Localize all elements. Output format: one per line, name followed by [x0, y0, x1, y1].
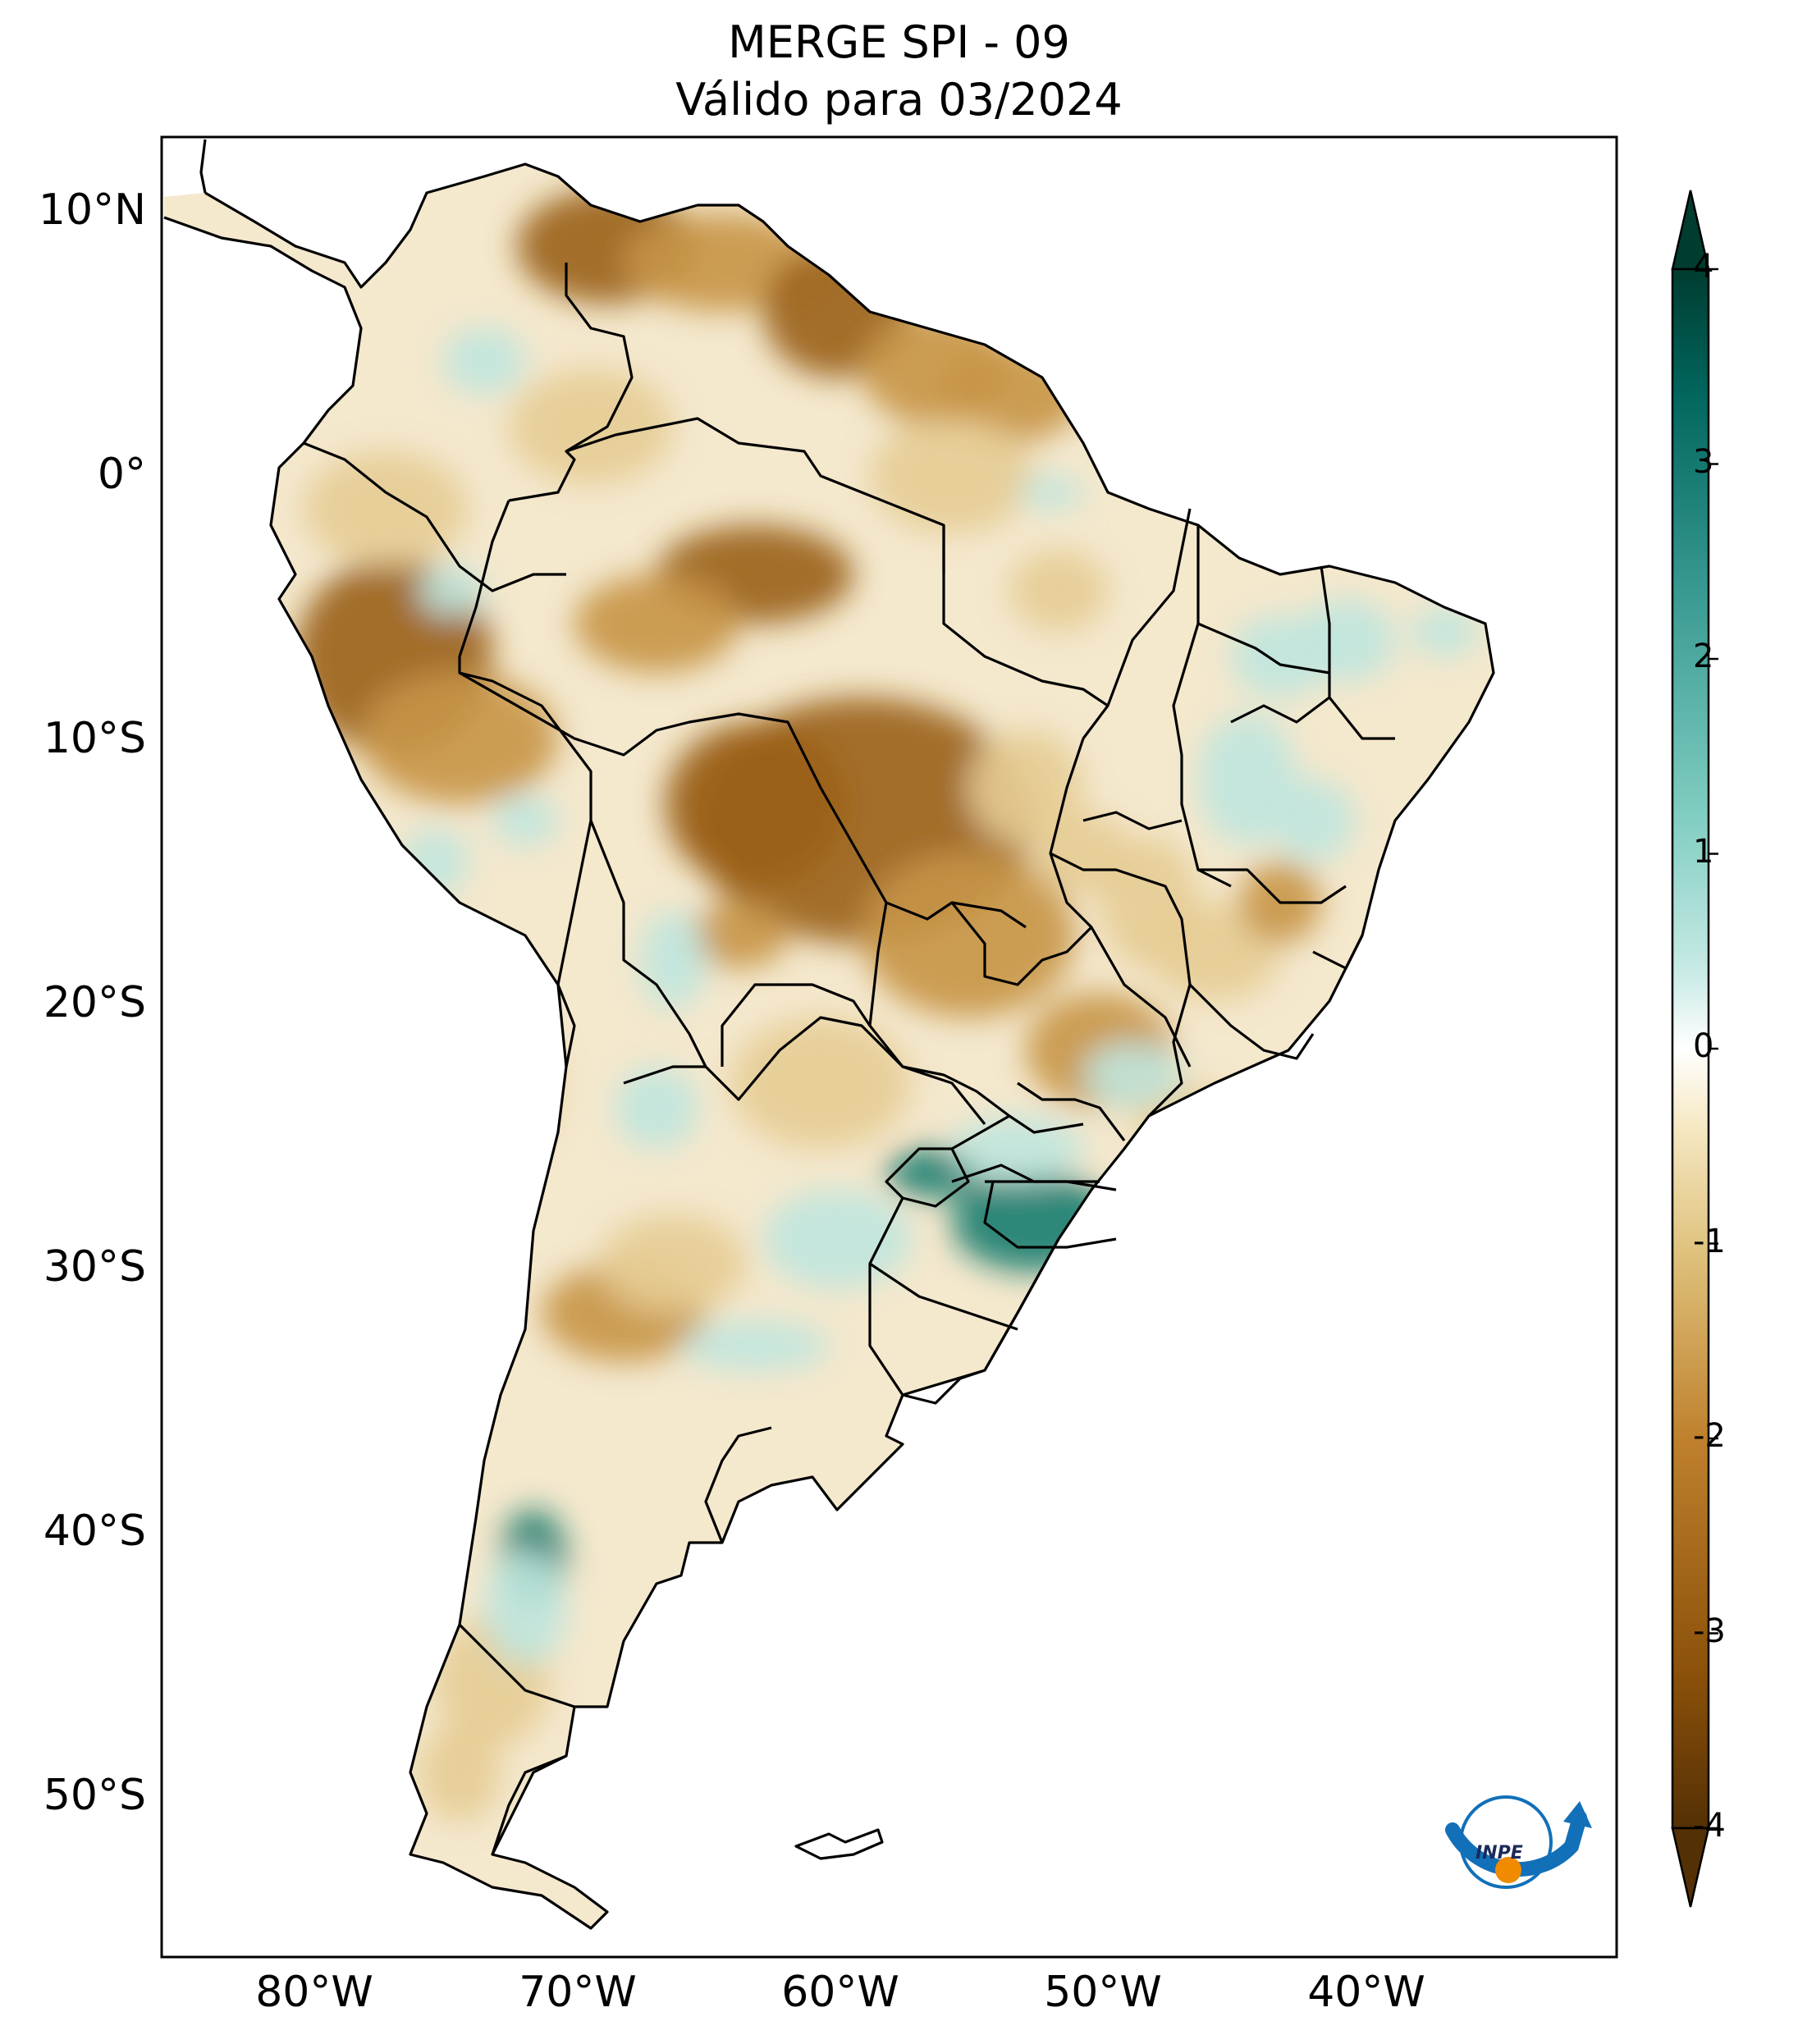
spi-anomaly-patch — [730, 1017, 911, 1149]
lon-label-40w: 40°W — [1307, 1968, 1425, 2017]
spi-anomaly-patch — [1018, 476, 1083, 509]
spi-anomaly-patch — [304, 451, 468, 566]
spi-anomaly-patch — [870, 418, 1034, 533]
lat-label-20s: 20°S — [43, 978, 146, 1027]
lat-label-40s: 40°S — [43, 1507, 146, 1556]
lat-label-50s: 50°S — [43, 1771, 146, 1820]
spi-anomaly-patch — [952, 1116, 1083, 1182]
colorbar-gradient — [1671, 268, 1710, 1830]
spi-anomaly-patch — [1034, 812, 1132, 894]
map-title: MERGE SPI - 09 — [728, 16, 1070, 68]
spi-anomaly-patch — [1083, 1042, 1182, 1108]
spi-anomaly-patch — [689, 903, 788, 968]
spi-anomaly-patch — [681, 1321, 829, 1370]
colorbar-tick-label: 2 — [1693, 638, 1714, 675]
spi-anomaly-patch — [1411, 607, 1477, 656]
spi-anomaly-patch — [419, 1723, 501, 1822]
inpe-logo-text: INPE — [1475, 1843, 1523, 1863]
spi-anomaly-patch — [599, 1214, 747, 1313]
lon-label-50w: 50°W — [1044, 1968, 1162, 2017]
colorbar-tick-label: -1 — [1693, 1222, 1726, 1260]
spi-anomaly-patch — [615, 1067, 698, 1149]
lat-label-30s: 30°S — [43, 1242, 146, 1292]
spi-anomaly-patch — [968, 730, 1083, 845]
colorbar-tick-label: -4 — [1693, 1807, 1726, 1845]
colorbar-tick-label: -3 — [1693, 1612, 1726, 1650]
spi-anomaly-patch — [763, 1190, 911, 1288]
colorbar-tick-label: -2 — [1693, 1417, 1726, 1455]
spi-anomaly-patch — [509, 369, 673, 484]
spi-anomaly-patch — [1272, 780, 1354, 862]
colorbar — [1671, 190, 1718, 1908]
spi-anomaly-patch — [484, 1551, 566, 1666]
coastlines-and-borders — [163, 139, 1495, 1930]
colorbar-tick-label: 0 — [1693, 1027, 1714, 1065]
spi-anomaly-patch — [361, 673, 558, 804]
colorbar-extend-bottom — [1671, 1827, 1710, 1908]
spi-anomaly-patch — [574, 574, 739, 673]
spi-anomaly-patch — [862, 853, 1075, 1017]
spi-anomaly-patch — [665, 722, 845, 886]
colorbar-tick-label: 4 — [1693, 248, 1714, 286]
spi-anomaly-patch — [443, 328, 525, 394]
lon-label-80w: 80°W — [255, 1968, 373, 2017]
lat-label-0: 0° — [97, 450, 146, 499]
spi-anomaly-patch — [492, 796, 558, 845]
spi-anomaly-patch — [1009, 550, 1108, 632]
lat-label-10n: 10°N — [38, 185, 146, 235]
colorbar-tick-label: 1 — [1693, 832, 1714, 871]
map-subtitle: Válido para 03/2024 — [675, 74, 1123, 126]
spi-anomaly-patch — [640, 911, 706, 1009]
colorbar-tick-label: 3 — [1693, 442, 1714, 481]
spi-anomaly-patch — [419, 566, 484, 615]
spi-anomaly-patch — [1297, 599, 1395, 681]
lon-label-70w: 70°W — [519, 1968, 637, 2017]
spi-anomaly-patch — [1198, 714, 1297, 845]
lat-label-10s: 10°S — [43, 714, 146, 763]
lon-label-60w: 60°W — [781, 1968, 899, 2017]
inpe-logo: INPE — [1445, 1795, 1592, 1889]
